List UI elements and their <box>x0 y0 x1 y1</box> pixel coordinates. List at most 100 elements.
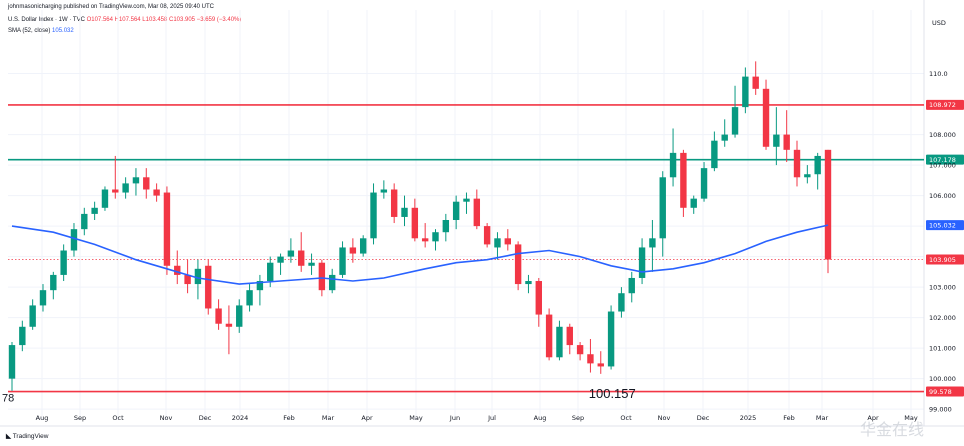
time-axis-label: Oct <box>620 414 632 422</box>
time-axis-label: Aug <box>534 414 547 422</box>
candle-up <box>8 345 16 379</box>
candle-up <box>370 192 377 239</box>
low-annotation: 100.157 <box>589 386 636 401</box>
time-axis-label: May <box>409 414 423 422</box>
candle-up <box>60 250 67 275</box>
price-axis-label: 100.000 <box>929 375 956 383</box>
watermark-logo: 华金在线 <box>859 422 924 439</box>
candle-down <box>411 207 419 239</box>
candle-down <box>514 244 522 285</box>
candle-down <box>824 149 832 260</box>
time-axis-label: Nov <box>160 414 173 422</box>
candle-down <box>504 238 511 245</box>
candle-up <box>690 198 697 208</box>
time-axis-label: May <box>904 414 918 422</box>
candle-up <box>70 229 78 251</box>
price-axis-label: 99.000 <box>929 405 952 413</box>
candle-down <box>587 354 594 364</box>
candle-up <box>442 220 450 233</box>
price-axis-label: 101.000 <box>929 344 956 352</box>
time-axis-label: Aug <box>36 414 49 422</box>
candle-up <box>814 155 821 175</box>
time-axis-label: Sep <box>74 414 86 422</box>
candle-down <box>390 189 398 217</box>
candle-down <box>783 134 790 150</box>
candle-down <box>184 274 191 285</box>
candle-up <box>618 293 625 312</box>
candle-up <box>659 177 666 239</box>
candle-down <box>174 265 181 275</box>
candle-down <box>205 265 212 309</box>
price-axis-label: 102.000 <box>929 314 956 322</box>
candle-down <box>143 177 150 190</box>
sma-legend-label: SMA (52, close) <box>8 28 51 34</box>
candle-up <box>700 168 708 199</box>
time-axis-label: Feb <box>283 414 295 422</box>
candle-down <box>597 363 604 367</box>
candle-up <box>804 174 811 178</box>
candle-up <box>308 262 315 266</box>
candle-down <box>318 262 326 291</box>
price-tag-label: 99.578 <box>929 388 952 396</box>
candle-up <box>556 326 563 358</box>
left-clip-label: 78 <box>2 393 14 405</box>
candle-up <box>91 207 98 214</box>
price-tag <box>926 220 964 231</box>
time-axis-label: Feb <box>783 414 795 422</box>
candle-up <box>463 198 470 202</box>
candle-up <box>29 305 36 327</box>
ohlc-readout: O107.564 H107.564 L103.458 C103.905 −3.6… <box>86 17 242 23</box>
candle-down <box>215 308 222 324</box>
candle-down <box>752 76 759 89</box>
publisher-line: johnmasonicharging published on TradingV… <box>8 4 215 10</box>
candle-down <box>298 250 305 266</box>
price-tag-label: 103.905 <box>929 256 956 264</box>
time-axis-label: Apr <box>867 414 879 422</box>
candle-down <box>225 323 233 327</box>
candle-up <box>669 152 677 178</box>
candle-up <box>773 134 780 147</box>
candle-up <box>277 256 284 263</box>
time-axis-label: Jul <box>487 414 496 422</box>
candle-up <box>122 183 129 193</box>
candle-down <box>112 189 119 193</box>
instrument-line: U.S. Dollar Index · 1W · TVC O107.564 H1… <box>8 17 241 23</box>
candle-up <box>721 134 728 141</box>
candle-up <box>649 238 656 248</box>
time-axis-label: Sep <box>572 414 584 422</box>
candle-down <box>473 198 481 227</box>
time-axis-label: Oct <box>112 414 124 422</box>
candle-up <box>380 189 388 193</box>
candle-up <box>287 250 295 257</box>
time-axis-label: Jun <box>449 414 460 422</box>
candle-up <box>628 277 635 294</box>
time-axis-label: 2025 <box>740 414 757 422</box>
candle-up <box>194 268 202 285</box>
candle-up <box>50 274 57 291</box>
candle-down <box>483 226 491 245</box>
time-axis-label: Mar <box>816 414 829 422</box>
candle-up <box>731 107 739 135</box>
candle-up <box>132 177 140 184</box>
candle-down <box>153 189 160 196</box>
candle-up <box>525 281 532 285</box>
candle-down <box>793 149 801 178</box>
candle-up <box>256 281 264 291</box>
candle-up <box>742 76 749 108</box>
candle-up <box>638 247 646 278</box>
candle-up <box>246 290 253 306</box>
candle-up <box>236 305 243 327</box>
candle-up <box>267 262 274 282</box>
time-axis-label: Dec <box>697 414 710 422</box>
price-tag-label: 105.032 <box>929 221 956 229</box>
tradingview-logo[interactable]: ◣ TradingView <box>6 432 48 440</box>
candle-up <box>452 201 460 220</box>
candle-up <box>432 232 439 242</box>
time-axis-label: 2024 <box>232 414 249 422</box>
currency-label: USD <box>932 19 946 27</box>
price-axis-label: 107.000 <box>929 161 956 169</box>
time-axis-label: Apr <box>361 414 373 422</box>
price-tag <box>926 386 964 397</box>
candle-down <box>762 88 770 147</box>
